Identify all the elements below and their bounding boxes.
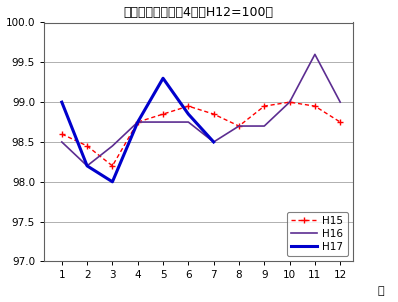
- H17: [110, 180, 115, 184]
- H15: [211, 112, 216, 116]
- Title: 総合指数の動き　4市（H12=100）: 総合指数の動き 4市（H12=100）: [123, 5, 273, 18]
- H16: [85, 164, 90, 168]
- H15: [338, 120, 343, 124]
- H17: [135, 120, 140, 124]
- H15: [59, 132, 64, 136]
- Text: 月: 月: [378, 286, 384, 297]
- Legend: H15, H16, H17: H15, H16, H17: [287, 212, 347, 256]
- H16: [338, 100, 343, 104]
- H15: [262, 104, 267, 108]
- H17: [161, 76, 166, 80]
- H15: [161, 112, 166, 116]
- Line: H16: H16: [62, 54, 340, 166]
- H15: [236, 124, 241, 128]
- H16: [161, 120, 166, 124]
- H16: [59, 140, 64, 144]
- H15: [135, 120, 140, 124]
- H16: [135, 120, 140, 124]
- H17: [211, 140, 216, 144]
- H15: [186, 104, 191, 108]
- H16: [186, 120, 191, 124]
- H16: [236, 124, 241, 128]
- H17: [59, 100, 64, 104]
- H16: [262, 124, 267, 128]
- H15: [110, 164, 115, 168]
- H15: [85, 144, 90, 148]
- Line: H15: H15: [59, 99, 344, 169]
- H16: [211, 140, 216, 144]
- H17: [85, 164, 90, 168]
- Line: H17: H17: [62, 78, 214, 182]
- H16: [312, 53, 317, 56]
- H16: [287, 100, 292, 104]
- H15: [287, 100, 292, 104]
- H16: [110, 144, 115, 148]
- H17: [186, 112, 191, 116]
- H15: [312, 104, 317, 108]
